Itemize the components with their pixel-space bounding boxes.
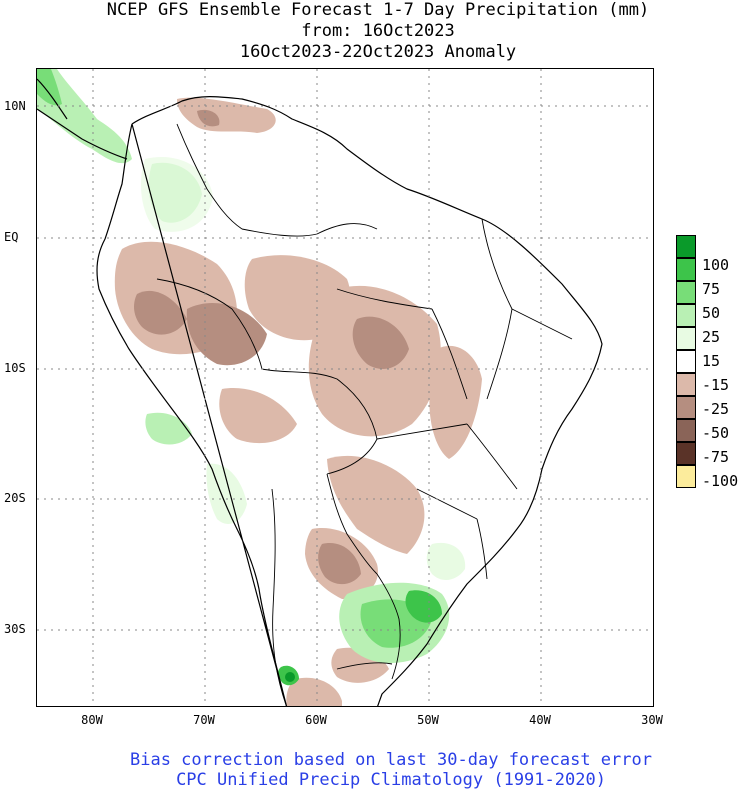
dry-area-parana-core [318,543,361,585]
legend-swatch-minus-15 [676,373,696,396]
lat-label-30s: 30S [4,622,26,636]
dry-area-buenos-aires [286,677,342,706]
legend-swatch-50 [676,281,696,304]
forecast-period: 16Oct2023-22Oct2023 Anomaly [239,42,517,62]
legend-swatch-100 [676,235,696,258]
central-america-coastline [37,78,128,160]
lat-label-20s: 20S [4,491,26,505]
lon-label-80w: 80W [81,713,103,727]
legend-label-minus-50: -50 [702,424,730,442]
wet-anomaly-areas [37,69,466,686]
wet-area-panama [37,69,132,164]
legend-swatch-minus-50 [676,419,696,442]
wet-area-colombia-edge [140,156,213,232]
wet-area-andes-south [145,412,192,445]
country-borders [156,123,573,706]
legend-swatch-25 [676,304,696,327]
border-brazil-states-1 [336,288,468,440]
wet-area-chaco [206,463,247,524]
lat-label-eq: EQ [4,230,19,244]
legend-label-minus-15: -15 [702,376,730,394]
dry-area-goias [219,388,297,444]
legend-label-minus-100: -100 [702,472,739,490]
dry-area-venezuela-core [197,109,220,127]
border-paraguay [326,473,378,575]
wet-area-rio-grande-heavy [405,590,442,623]
legend-swatch-minus-100 [676,465,696,488]
map-canvas [37,69,653,706]
lon-label-60w: 60W [305,713,327,727]
dry-area-venezuela [177,97,276,133]
legend-label-25: 25 [702,328,721,346]
legend-label-minus-25: -25 [702,400,730,418]
legend-swatch-minus-25 [676,396,696,419]
legend-label-minus-75: -75 [702,448,730,466]
dry-area-amazon-west [186,303,267,366]
map-title: NCEP GFS Ensemble Forecast 1-7 Day Preci… [106,0,650,20]
wet-area-sao-paulo [426,542,466,581]
wet-area-panama-core [37,69,62,106]
border-brazil-north [241,223,378,237]
footer-climatology-note: CPC Unified Precip Climatology (1991-202… [176,770,606,790]
lon-label-30w: 30W [641,713,663,727]
dry-anomaly-areas [114,97,482,706]
border-argentina-brazil [376,573,401,680]
legend-swatch-minus-75 [676,442,696,465]
footer-bias-note: Bias correction based on last 30-day for… [130,750,652,770]
legend-swatch-75 [676,258,696,281]
legend-swatch-15 [676,327,696,350]
border-brazil-states-3 [481,218,573,400]
legend-label-50: 50 [702,304,721,322]
border-uruguay [336,662,393,670]
legend-label-75: 75 [702,280,721,298]
forecast-issue-date: from: 16Oct2023 [301,21,455,41]
legend-label-100: 100 [702,256,730,274]
legend-swatch-neutral [676,350,696,373]
border-colombia-venezuela [176,123,243,230]
lat-label-10n: 10N [4,99,26,113]
border-bolivia [261,368,378,475]
coastlines [37,78,603,706]
lon-label-70w: 70W [193,713,215,727]
lat-label-10s: 10S [4,361,26,375]
dry-area-peru-core [134,290,187,335]
precipitation-anomaly-map [36,68,654,707]
legend-label-15: 15 [702,352,721,370]
lon-label-40w: 40W [529,713,551,727]
border-brazil-states-2 [416,423,518,580]
wet-area-argentina-spot-core [285,672,295,682]
border-argentina-chile [271,488,287,706]
border-peru-brazil [156,278,263,370]
south-america-coastline [96,96,603,706]
dry-area-southeast [327,455,425,554]
dry-area-mato-grosso-core [352,316,409,369]
graticule [37,69,653,706]
lon-label-50w: 50W [417,713,439,727]
dry-area-bahia [429,345,482,459]
